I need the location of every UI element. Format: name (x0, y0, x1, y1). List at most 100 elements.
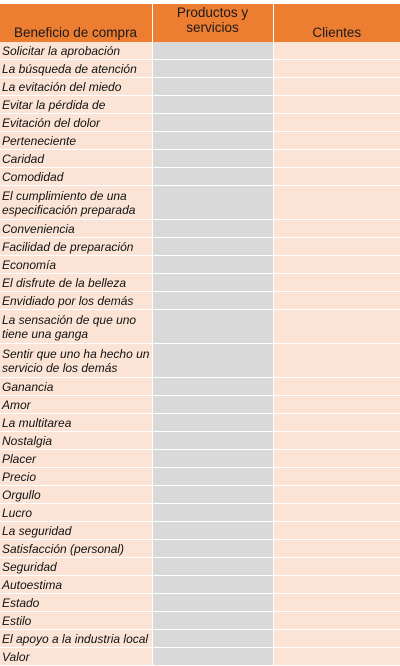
clients-cell[interactable] (273, 255, 400, 274)
clients-cell[interactable] (273, 219, 400, 238)
table-row: Precio (0, 467, 400, 486)
products-cell[interactable] (152, 413, 274, 432)
header-row: Beneficio de compra Productos y servicio… (0, 4, 400, 42)
products-cell[interactable] (152, 343, 274, 378)
products-cell[interactable] (152, 557, 274, 576)
clients-cell[interactable] (273, 503, 400, 522)
benefit-label: Amor (0, 395, 153, 414)
benefit-label: Perteneciente (0, 131, 153, 150)
products-cell[interactable] (152, 95, 274, 114)
table-row: Evitar la pérdida de (0, 95, 400, 114)
products-cell[interactable] (152, 449, 274, 468)
products-cell[interactable] (152, 291, 274, 310)
table-row: La evitación del miedo (0, 77, 400, 96)
clients-cell[interactable] (273, 42, 400, 60)
benefit-label: Valor (0, 647, 153, 666)
products-cell[interactable] (152, 485, 274, 504)
table-row: Caridad (0, 149, 400, 168)
clients-cell[interactable] (273, 629, 400, 648)
benefit-label: Orgullo (0, 485, 153, 504)
products-cell[interactable] (152, 273, 274, 292)
products-cell[interactable] (152, 219, 274, 238)
products-cell[interactable] (152, 467, 274, 486)
clients-cell[interactable] (273, 539, 400, 558)
clients-cell[interactable] (273, 521, 400, 540)
products-cell[interactable] (152, 377, 274, 396)
products-cell[interactable] (152, 42, 274, 60)
benefit-label: Conveniencia (0, 219, 153, 238)
benefit-label: El disfrute de la belleza (0, 273, 153, 292)
products-cell[interactable] (152, 629, 274, 648)
benefit-label: La multitarea (0, 413, 153, 432)
clients-cell[interactable] (273, 95, 400, 114)
clients-cell[interactable] (273, 185, 400, 220)
clients-cell[interactable] (273, 611, 400, 630)
table-row: Perteneciente (0, 131, 400, 150)
products-cell[interactable] (152, 611, 274, 630)
clients-cell[interactable] (273, 343, 400, 378)
table-row: Lucro (0, 503, 400, 522)
clients-cell[interactable] (273, 131, 400, 150)
clients-cell[interactable] (273, 575, 400, 594)
benefit-label: Sentir que uno ha hecho un servicio de l… (0, 343, 153, 378)
products-cell[interactable] (152, 593, 274, 612)
products-cell[interactable] (152, 395, 274, 414)
benefit-label: Ganancia (0, 377, 153, 396)
clients-cell[interactable] (273, 431, 400, 450)
products-cell[interactable] (152, 59, 274, 78)
products-cell[interactable] (152, 503, 274, 522)
table-row: Orgullo (0, 485, 400, 504)
table-row: Seguridad (0, 557, 400, 576)
clients-cell[interactable] (273, 113, 400, 132)
table-row: Nostalgia (0, 431, 400, 450)
table-row: La búsqueda de atención (0, 59, 400, 78)
products-cell[interactable] (152, 149, 274, 168)
clients-cell[interactable] (273, 149, 400, 168)
clients-cell[interactable] (273, 167, 400, 186)
products-cell[interactable] (152, 255, 274, 274)
clients-cell[interactable] (273, 273, 400, 292)
benefit-label: Economía (0, 255, 153, 274)
table-row: Autoestima (0, 575, 400, 594)
benefit-label: Precio (0, 467, 153, 486)
benefit-label: Evitación del dolor (0, 113, 153, 132)
table-row: Estilo (0, 611, 400, 630)
clients-cell[interactable] (273, 291, 400, 310)
clients-cell[interactable] (273, 237, 400, 256)
products-cell[interactable] (152, 431, 274, 450)
table-row: La multitarea (0, 413, 400, 432)
clients-cell[interactable] (273, 413, 400, 432)
products-cell[interactable] (152, 237, 274, 256)
products-cell[interactable] (152, 309, 274, 344)
benefit-label: Nostalgia (0, 431, 153, 450)
benefit-label: Estilo (0, 611, 153, 630)
benefit-label: Comodidad (0, 167, 153, 186)
products-cell[interactable] (152, 131, 274, 150)
clients-cell[interactable] (273, 647, 400, 666)
clients-cell[interactable] (273, 309, 400, 344)
products-cell[interactable] (152, 647, 274, 666)
header-benefit: Beneficio de compra (0, 4, 153, 42)
clients-cell[interactable] (273, 395, 400, 414)
clients-cell[interactable] (273, 377, 400, 396)
clients-cell[interactable] (273, 593, 400, 612)
clients-cell[interactable] (273, 467, 400, 486)
table-row: El cumplimiento de una especificación pr… (0, 185, 400, 220)
products-cell[interactable] (152, 539, 274, 558)
benefit-label: Placer (0, 449, 153, 468)
products-cell[interactable] (152, 113, 274, 132)
table-row: Placer (0, 449, 400, 468)
products-cell[interactable] (152, 167, 274, 186)
products-cell[interactable] (152, 185, 274, 220)
clients-cell[interactable] (273, 77, 400, 96)
clients-cell[interactable] (273, 59, 400, 78)
products-cell[interactable] (152, 575, 274, 594)
clients-cell[interactable] (273, 557, 400, 576)
clients-cell[interactable] (273, 449, 400, 468)
table-row: El disfrute de la belleza (0, 273, 400, 292)
products-cell[interactable] (152, 521, 274, 540)
clients-cell[interactable] (273, 485, 400, 504)
benefit-label: Satisfacción (personal) (0, 539, 153, 558)
benefit-label: La evitación del miedo (0, 77, 153, 96)
products-cell[interactable] (152, 77, 274, 96)
